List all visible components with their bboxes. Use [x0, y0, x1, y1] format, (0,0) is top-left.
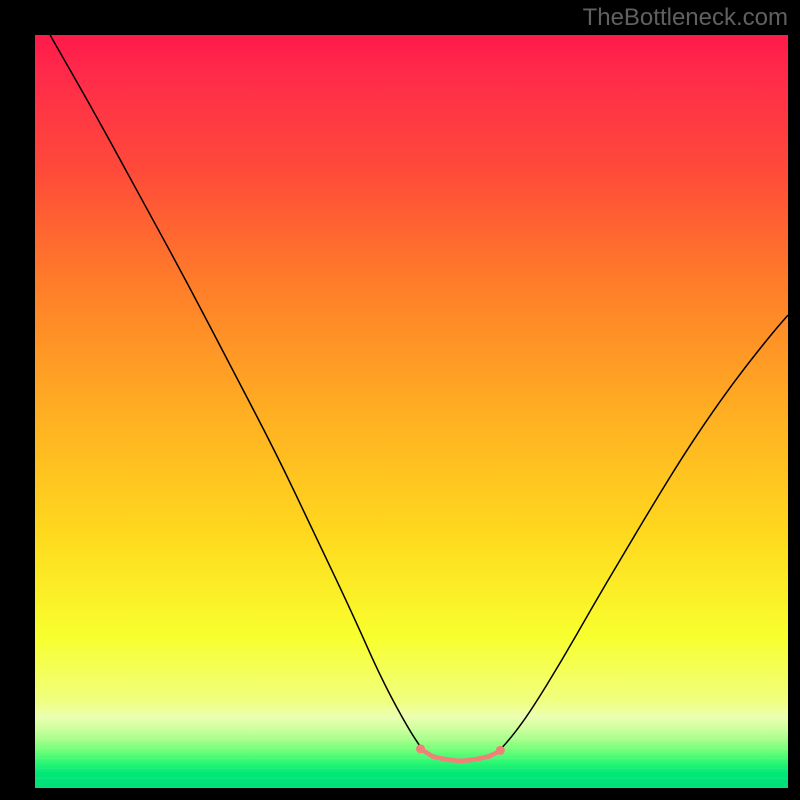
curve-left-branch [50, 35, 423, 750]
curve-right-branch [498, 315, 788, 752]
plot-area [35, 35, 788, 788]
bottleneck-curve [35, 35, 788, 788]
chart-frame: TheBottleneck.com [0, 0, 800, 800]
watermark-text: TheBottleneck.com [583, 4, 788, 32]
